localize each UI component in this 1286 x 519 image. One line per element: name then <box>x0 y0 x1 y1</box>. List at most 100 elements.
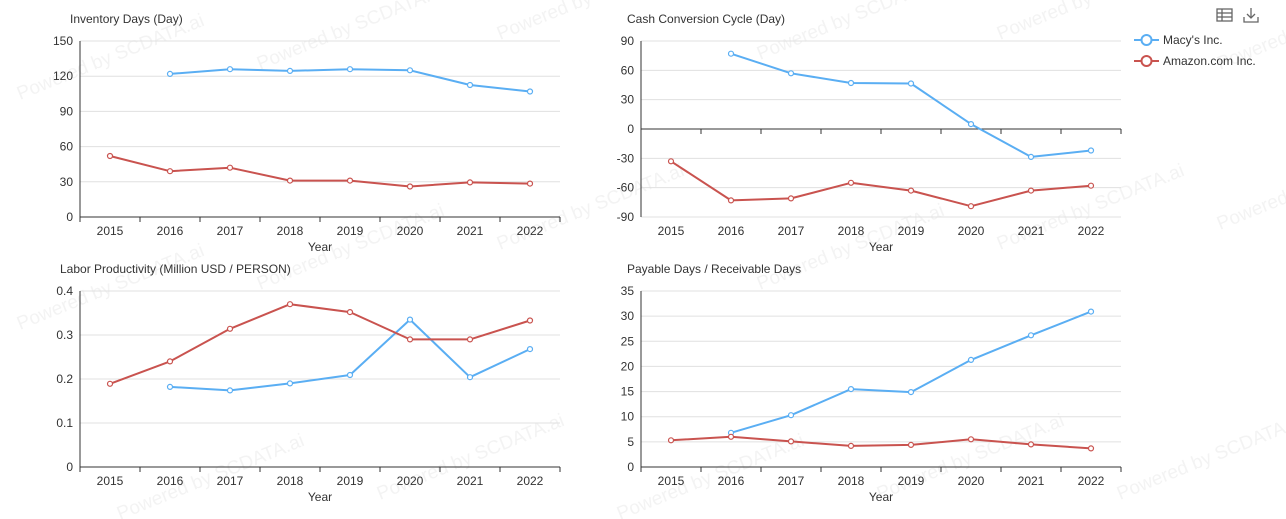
data-point-macys <box>526 346 534 353</box>
table-icon[interactable] <box>1216 7 1234 23</box>
x-tick-label: 2020 <box>958 474 985 488</box>
data-point-amazon <box>847 179 855 186</box>
data-point-amazon <box>286 177 294 184</box>
chart-title: Inventory Days (Day) <box>70 12 183 26</box>
x-tick-label: 2017 <box>778 474 805 488</box>
x-tick-label: 2022 <box>517 474 544 488</box>
y-tick-label: 30 <box>60 175 74 189</box>
data-point-amazon <box>907 441 915 448</box>
y-tick-label: 0 <box>627 460 634 474</box>
x-tick-label: 2019 <box>337 474 364 488</box>
x-tick-label: 2018 <box>838 474 865 488</box>
x-tick-label: 2016 <box>718 474 745 488</box>
data-point-amazon <box>967 203 975 210</box>
legend-label-amazon: Amazon.com Inc. <box>1163 54 1256 68</box>
y-tick-label: 35 <box>621 284 635 298</box>
data-point-amazon <box>166 358 174 365</box>
y-tick-label: 0.1 <box>56 416 73 430</box>
x-tick-label: 2022 <box>1078 474 1105 488</box>
data-point-macys <box>406 316 414 323</box>
data-point-amazon <box>166 168 174 175</box>
data-point-amazon <box>346 177 354 184</box>
series-line-macys <box>169 318 531 392</box>
x-tick-label: 2019 <box>337 224 364 238</box>
data-point-amazon <box>526 180 534 187</box>
data-point-macys <box>226 66 234 73</box>
chart-title: Cash Conversion Cycle (Day) <box>627 12 785 26</box>
y-tick-label: 5 <box>627 435 634 449</box>
watermark-text: Powered by SCDATA.ai <box>994 160 1187 254</box>
watermark-text: Powered by SCDATA.ai <box>1114 410 1286 504</box>
x-tick-label: 2018 <box>838 224 865 238</box>
y-tick-label: -90 <box>617 210 635 224</box>
x-tick-label: 2020 <box>397 474 424 488</box>
watermark-text: Powered by SCDATA.ai <box>754 200 947 294</box>
watermark-text: Powered by SCDATA.ai <box>14 240 207 334</box>
x-tick-label: 2019 <box>898 224 925 238</box>
y-tick-label: 0.3 <box>56 328 73 342</box>
chart-1: Inventory Days (Day) 0 30 60 90 120 150 2015 201… <box>53 12 561 254</box>
y-tick-label: -30 <box>617 151 635 165</box>
y-tick-label: 0.4 <box>56 284 73 298</box>
y-tick-label: 10 <box>621 410 635 424</box>
download-icon[interactable] <box>1242 6 1260 24</box>
data-point-macys <box>907 389 915 396</box>
chart-toolbar <box>1212 6 1272 26</box>
data-point-amazon <box>1087 182 1095 189</box>
data-point-amazon <box>526 317 534 324</box>
x-axis-title: Year <box>869 490 893 504</box>
data-point-amazon <box>1027 187 1035 194</box>
data-point-macys <box>526 88 534 95</box>
data-point-macys <box>346 66 354 73</box>
data-point-macys <box>1027 153 1035 160</box>
data-point-macys <box>346 371 354 379</box>
legend-label-macys: Macy's Inc. <box>1163 33 1223 47</box>
data-point-amazon <box>286 301 294 308</box>
data-point-macys <box>967 356 975 363</box>
series-line-amazon <box>670 160 1092 208</box>
y-tick-label: 0 <box>66 460 73 474</box>
data-point-amazon <box>346 309 354 316</box>
data-point-amazon <box>787 438 795 445</box>
watermark-layer: Powered by SCDATA.ai Powered by SCDATA.ai… <box>14 0 1286 519</box>
data-point-amazon <box>406 183 414 190</box>
data-point-macys <box>286 67 294 75</box>
y-tick-label: 25 <box>621 334 635 348</box>
data-point-macys <box>787 412 795 419</box>
y-tick-label: 60 <box>60 140 74 154</box>
data-point-amazon <box>727 197 735 204</box>
x-tick-label: 2015 <box>97 224 124 238</box>
y-tick-label: 150 <box>53 34 73 48</box>
data-point-macys <box>466 81 474 89</box>
data-point-amazon <box>667 158 675 165</box>
series-line-macys <box>730 52 1092 158</box>
y-tick-label: 0.2 <box>56 372 73 386</box>
x-tick-label: 2021 <box>457 474 484 488</box>
data-point-macys <box>406 67 414 74</box>
x-tick-label: 2015 <box>97 474 124 488</box>
x-tick-label: 2022 <box>1078 224 1105 238</box>
data-point-amazon <box>406 336 414 343</box>
x-tick-label: 2016 <box>157 224 184 238</box>
series-line-amazon <box>109 303 531 385</box>
x-tick-label: 2018 <box>277 474 304 488</box>
x-tick-label: 2021 <box>1018 224 1045 238</box>
legend-marker-amazon <box>1140 55 1153 67</box>
x-tick-label: 2017 <box>217 474 244 488</box>
watermark-text: Powered by SCDATA.ai <box>254 0 447 75</box>
y-tick-label: 90 <box>60 104 74 118</box>
watermark-text: Powered by SCDATA.ai <box>494 160 687 254</box>
data-point-macys <box>226 387 234 394</box>
x-axis-title: Year <box>308 240 332 254</box>
data-point-macys <box>166 70 174 78</box>
data-point-macys <box>907 80 915 87</box>
y-tick-label: -60 <box>617 181 635 195</box>
series-line-macys <box>730 310 1092 434</box>
legend-item-amazon[interactable]: Amazon.com Inc. <box>1134 52 1284 70</box>
data-point-amazon <box>907 187 915 194</box>
x-tick-label: 2016 <box>157 474 184 488</box>
legend-item-macys[interactable]: Macy's Inc. <box>1134 31 1284 49</box>
data-point-amazon <box>787 195 795 202</box>
data-point-amazon <box>226 325 234 332</box>
data-point-amazon <box>967 436 975 443</box>
